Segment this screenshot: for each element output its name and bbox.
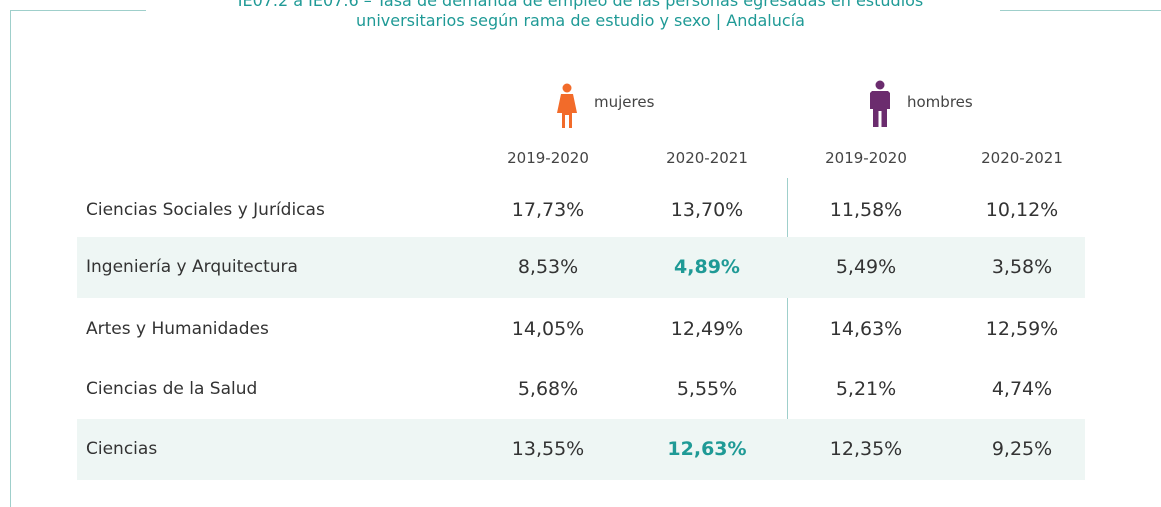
title: IE07.2 a IE07.6 – Tasa de demanda de emp… [237, 0, 924, 10]
row-label: Artes y Humanidades [86, 319, 269, 339]
row-label: Ciencias Sociales y Jurídicas [86, 200, 325, 220]
cell-value: 14,05% [511, 318, 585, 340]
year-header: 2020-2021 [666, 149, 748, 167]
frame-line [10, 10, 11, 507]
cell-value: 9,25% [991, 438, 1053, 460]
table-row: Ciencias 13,55% 12,63% 12,35% 9,25% [77, 419, 1085, 480]
row-label: Ciencias de la Salud [86, 379, 258, 399]
male-icon [870, 80, 890, 127]
table-row: Artes y Humanidades 14,05% 12,49% 14,63% 12,… [77, 299, 1085, 360]
table-row: Ingeniería y Arquitectura 8,53% 4,89% 5,49%… [77, 237, 1085, 298]
female-icon [557, 83, 577, 128]
year-header: 2019-2020 [507, 149, 589, 167]
cell-value: 4,89% [674, 256, 740, 278]
cell-value: 12,63% [667, 438, 747, 460]
divider [787, 178, 788, 480]
frame-line [1000, 10, 1161, 11]
cell-value: 5,55% [676, 378, 738, 400]
group-label: mujeres [594, 93, 655, 111]
year-header: 2020-2021 [981, 149, 1063, 167]
cell-value: 14,63% [829, 318, 903, 340]
cell-value: 12,35% [829, 438, 903, 460]
year-header: 2019-2020 [825, 149, 907, 167]
cell-value: 10,12% [985, 199, 1059, 221]
table-row: Ciencias Sociales y Jurídicas 17,73% 13,70… [77, 180, 1085, 241]
title: universitarios según rama de estudio y s… [356, 11, 805, 30]
cell-value: 4,74% [991, 378, 1053, 400]
group-label: hombres [907, 93, 973, 111]
row-label: Ciencias [86, 439, 158, 459]
cell-value: 3,58% [991, 256, 1053, 278]
cell-value: 11,58% [829, 199, 903, 221]
frame-line [10, 10, 146, 11]
cell-value: 12,49% [670, 318, 744, 340]
cell-value: 5,49% [835, 256, 897, 278]
row-label: Ingeniería y Arquitectura [86, 257, 298, 277]
cell-value: 17,73% [511, 199, 585, 221]
cell-value: 13,55% [511, 438, 585, 460]
cell-value: 8,53% [517, 256, 579, 278]
cell-value: 5,68% [517, 378, 579, 400]
cell-value: 5,21% [835, 378, 897, 400]
table-row: Ciencias de la Salud 5,68% 5,55% 5,21% 4,74% [77, 359, 1085, 420]
cell-value: 12,59% [985, 318, 1059, 340]
cell-value: 13,70% [670, 199, 744, 221]
